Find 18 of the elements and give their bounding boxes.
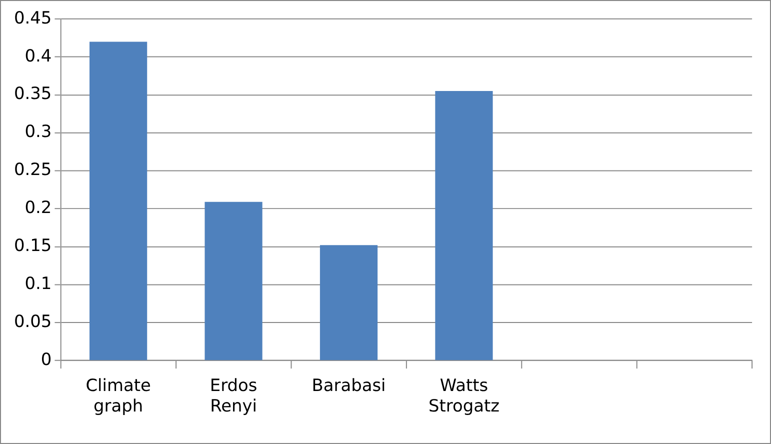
x-tick-label: Erdos Renyi (210, 375, 258, 416)
y-tick-label: 0.3 (24, 121, 52, 142)
y-tick-label: 0.15 (14, 235, 52, 256)
bar (435, 91, 493, 360)
y-tick-label: 0.35 (14, 83, 52, 104)
bar (90, 42, 148, 360)
y-tick-label: 0 (40, 348, 52, 369)
y-tick-label: 0.25 (14, 159, 52, 180)
y-tick-label: 0.45 (14, 7, 52, 28)
x-tick-label: Barabasi (312, 375, 386, 396)
y-tick-label: 0.1 (24, 273, 52, 294)
y-tick-label: 0.4 (24, 45, 52, 66)
x-tick-label: Climate graph (86, 375, 151, 416)
y-tick-label: 0.05 (14, 311, 52, 332)
bar (320, 245, 378, 360)
bar (204, 202, 262, 360)
y-tick-label: 0.2 (24, 197, 52, 218)
x-tick-label: Watts Strogatz (428, 375, 500, 416)
